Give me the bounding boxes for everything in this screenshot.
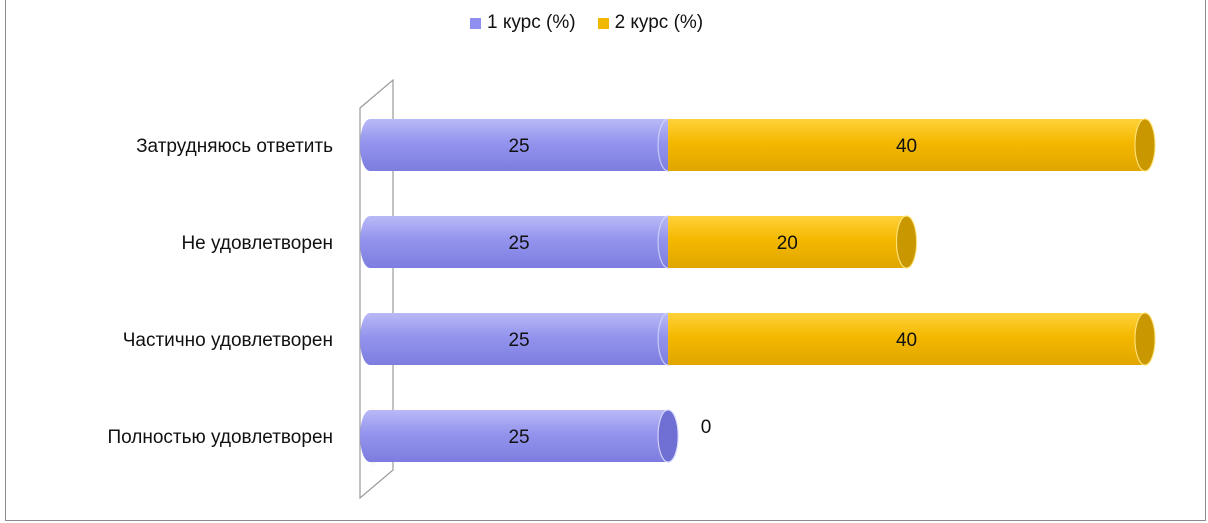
bar-body [370,313,669,365]
category-label: Затрудняюсь ответить [136,136,333,157]
bar-end-cap [1134,118,1156,172]
legend-item-series-2: 2 курс (%) [597,12,704,34]
data-label: 20 [777,233,798,254]
category-label: Частично удовлетворен [123,330,333,351]
legend-label-series-1: 1 курс (%) [487,12,576,33]
bar-body [668,119,1145,171]
bar-segment [360,118,679,172]
chart-frame [5,0,1206,521]
legend-label-series-2: 2 курс (%) [614,12,704,33]
bar-back-cap [360,410,370,462]
legend-swatch-series-2 [597,17,609,29]
bar-segment [668,215,918,269]
bar-end-cap [657,409,679,463]
axis-wall [359,78,394,500]
bar-segment [360,409,679,463]
data-label: 0 [701,417,712,438]
data-label: 40 [896,330,917,351]
chart-legend: 1 курс (%) 2 курс (%) [470,12,703,34]
category-labels: Затрудняюсь ответить Не удовлетворен Части… [107,136,333,448]
category-label: Полностью удовлетворен [107,427,333,448]
bar-back-cap [360,313,370,365]
bar-segment [668,118,1156,172]
bar-segment [668,312,1156,366]
data-label: 25 [508,136,529,157]
bar-end-cap [896,215,918,269]
bar-body [370,119,669,171]
data-label: 25 [508,330,529,351]
category-label: Не удовлетворен [181,233,333,254]
bar-back-cap [360,216,370,268]
data-label: 40 [896,136,917,157]
bar-end-cap [1134,312,1156,366]
data-labels: 25 40 25 20 25 40 25 0 [508,136,917,448]
data-label: 25 [508,427,529,448]
bars [360,118,1156,463]
bar-body [370,410,669,462]
data-label: 25 [508,233,529,254]
bar-body [668,313,1145,365]
legend-item-series-1: 1 курс (%) [470,12,576,34]
bar-body [668,216,907,268]
legend-swatch-series-1 [470,17,481,29]
bar-body [370,216,669,268]
bar-back-cap [360,119,370,171]
